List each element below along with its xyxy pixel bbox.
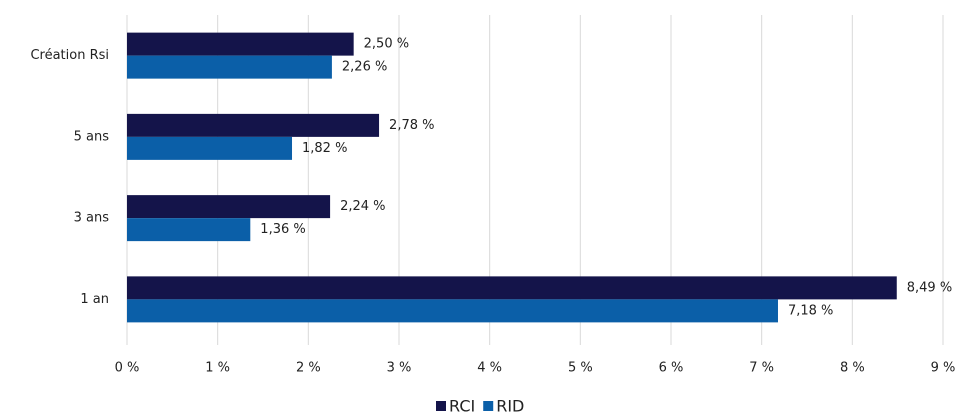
y-tick-label: Création Rsi	[30, 48, 109, 63]
x-tick-label: 4 %	[477, 361, 502, 376]
value-label: 2,26 %	[342, 60, 387, 75]
legend-swatch	[483, 401, 494, 411]
x-tick-label: 6 %	[659, 361, 684, 376]
y-tick-label: 5 ans	[74, 129, 110, 144]
bar	[127, 55, 332, 79]
x-tick-label: 5 %	[568, 361, 593, 376]
value-label: 2,50 %	[364, 37, 409, 52]
bar	[127, 299, 778, 323]
value-label: 7,18 %	[788, 303, 833, 318]
value-label: 8,49 %	[907, 280, 952, 295]
legend-label: RCI	[449, 397, 475, 416]
legend-swatch	[436, 401, 446, 411]
x-tick-label: 8 %	[840, 361, 865, 376]
bar	[127, 136, 293, 160]
x-tick-label: 1 %	[205, 361, 230, 376]
value-label: 2,24 %	[340, 199, 385, 214]
y-tick-label: 1 an	[80, 292, 109, 307]
legend-label: RID	[496, 397, 524, 416]
bar	[127, 32, 354, 56]
value-label: 1,36 %	[260, 222, 305, 237]
bar	[127, 113, 380, 137]
x-tick-label: 9 %	[931, 361, 956, 376]
value-label: 2,78 %	[389, 118, 434, 133]
x-tick-label: 7 %	[749, 361, 774, 376]
y-tick-label: 3 ans	[74, 211, 110, 226]
bar	[127, 195, 331, 219]
x-tick-label: 2 %	[296, 361, 321, 376]
value-label: 1,82 %	[302, 141, 347, 156]
bar	[127, 276, 897, 300]
x-tick-label: 3 %	[387, 361, 412, 376]
x-tick-label: 0 %	[115, 361, 140, 376]
bar	[127, 218, 251, 242]
